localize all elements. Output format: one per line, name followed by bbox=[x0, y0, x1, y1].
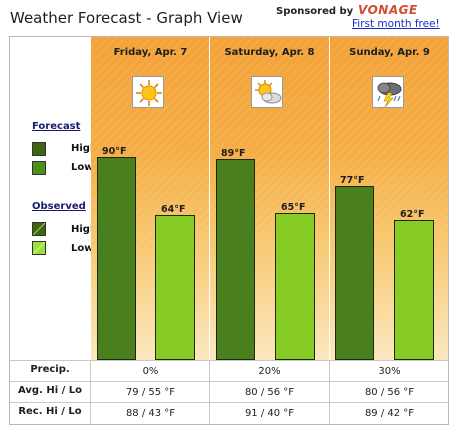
observed-high-swatch bbox=[32, 222, 46, 236]
forecast-low-bar-friday bbox=[155, 215, 195, 360]
day-divider bbox=[329, 37, 330, 360]
precip-row-label: Precip. bbox=[30, 364, 70, 375]
high-temp-label-sunday: 77°F bbox=[340, 175, 365, 186]
high-temp-label-saturday: 89°F bbox=[221, 148, 246, 159]
high-temp-label-friday: 90°F bbox=[102, 146, 127, 157]
legend-forecast-high-label: High bbox=[71, 143, 98, 154]
day-label-saturday: Saturday, Apr. 8 bbox=[224, 47, 315, 58]
day-label-friday: Friday, Apr. 7 bbox=[113, 47, 188, 58]
forecast-chart: Friday, Apr. 7 Saturday, Apr. 8 Sunday, … bbox=[91, 37, 448, 360]
legend-observed-heading: Observed bbox=[32, 201, 86, 212]
low-temp-label-sunday: 62°F bbox=[400, 209, 425, 220]
sponsor-logo[interactable]: VONAGE bbox=[358, 3, 418, 17]
legend-forecast-heading: Forecast bbox=[32, 121, 81, 132]
table-divider bbox=[90, 360, 91, 424]
avg-value-saturday: 80 / 56 °F bbox=[244, 387, 295, 398]
legend-observed-high-label: High bbox=[71, 224, 98, 235]
table-divider bbox=[10, 402, 448, 403]
record-value-friday: 88 / 43 °F bbox=[125, 408, 176, 419]
record-value-sunday: 89 / 42 °F bbox=[364, 408, 415, 419]
record-value-saturday: 91 / 40 °F bbox=[244, 408, 295, 419]
legend-forecast-low-label: Low bbox=[71, 162, 94, 173]
precip-value-sunday: 30% bbox=[378, 366, 401, 377]
sponsor-text: Sponsored by bbox=[276, 6, 354, 17]
table-divider bbox=[329, 360, 330, 424]
day-label-sunday: Sunday, Apr. 9 bbox=[349, 47, 430, 58]
legend-panel: Forecast High Low Observed High Low bbox=[10, 37, 97, 360]
avg-value-sunday: 80 / 56 °F bbox=[364, 387, 415, 398]
page-title: Weather Forecast - Graph View bbox=[10, 9, 243, 27]
sponsor-offer-link[interactable]: First month free! bbox=[352, 18, 440, 30]
table-divider bbox=[10, 381, 448, 382]
forecast-high-bar-friday bbox=[97, 157, 136, 360]
observed-low-swatch bbox=[32, 241, 46, 255]
table-divider bbox=[209, 360, 210, 424]
avg-value-friday: 79 / 55 °F bbox=[125, 387, 176, 398]
low-temp-label-friday: 64°F bbox=[161, 204, 186, 215]
forecast-low-swatch bbox=[32, 161, 46, 175]
thunderstorm-icon bbox=[372, 76, 404, 108]
precip-value-friday: 0% bbox=[142, 366, 159, 377]
day-divider bbox=[209, 37, 210, 360]
partly-cloudy-icon bbox=[251, 76, 283, 108]
record-row-label: Rec. Hi / Lo bbox=[18, 406, 82, 417]
climate-stats-table: Precip. Avg. Hi / Lo Rec. Hi / Lo 0% 20%… bbox=[10, 360, 448, 424]
forecast-high-swatch bbox=[32, 142, 46, 156]
sunny-icon bbox=[132, 76, 164, 108]
forecast-low-bar-sunday bbox=[394, 220, 434, 360]
precip-value-saturday: 20% bbox=[258, 366, 281, 377]
table-divider bbox=[10, 360, 448, 361]
avg-row-label: Avg. Hi / Lo bbox=[18, 385, 82, 396]
legend-observed-low-label: Low bbox=[71, 243, 94, 254]
forecast-high-bar-sunday bbox=[335, 186, 374, 360]
low-temp-label-saturday: 65°F bbox=[281, 202, 306, 213]
forecast-high-bar-saturday bbox=[216, 159, 255, 360]
forecast-low-bar-saturday bbox=[275, 213, 315, 360]
